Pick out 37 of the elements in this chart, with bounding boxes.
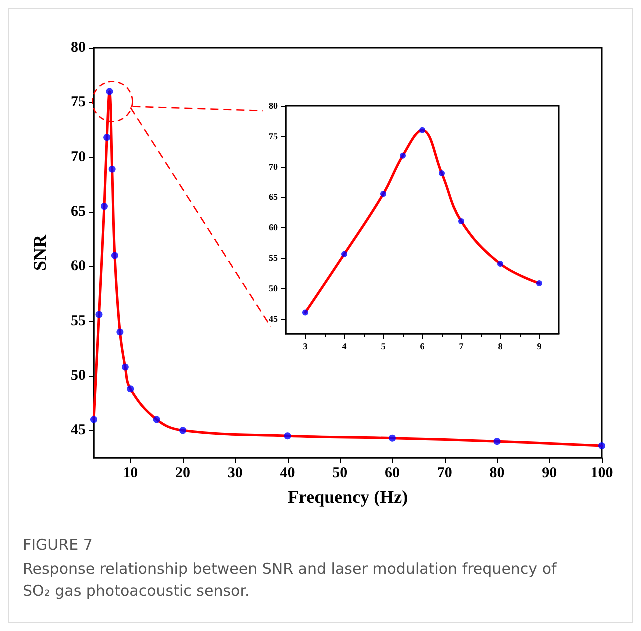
x-tick-label: 100 bbox=[590, 466, 614, 482]
y-tick-label: 70 bbox=[71, 149, 86, 166]
y-tick-label: 45 bbox=[71, 422, 86, 439]
x-tick-label: 3 bbox=[303, 342, 308, 352]
x-tick-label: 90 bbox=[542, 466, 558, 482]
y-tick-label: 80 bbox=[269, 101, 278, 111]
x-tick-label: 70 bbox=[437, 466, 452, 482]
y-tick-label: 70 bbox=[269, 162, 278, 172]
x-tick-label: 7 bbox=[459, 342, 464, 352]
text: Response relationship between SNR and laser modulation frequency of SO₂ gas photoacoustic sensor. bbox=[23, 559, 558, 602]
x-tick-label: 8 bbox=[498, 342, 504, 352]
y-tick-label: 65 bbox=[71, 204, 86, 220]
x-tick-label: 60 bbox=[385, 466, 400, 482]
x-tick-label: 10 bbox=[123, 466, 138, 482]
x-axis-title: Frequency (Hz) bbox=[288, 487, 408, 507]
y-axis-title: SNR bbox=[30, 234, 50, 272]
y-tick-label: 55 bbox=[269, 253, 278, 263]
x-tick-label: 5 bbox=[381, 342, 386, 352]
x-tick-label: 6 bbox=[420, 342, 426, 352]
y-tick-label: 60 bbox=[71, 258, 86, 275]
y-tick-label: 45 bbox=[269, 314, 278, 324]
x-tick-label: 9 bbox=[537, 342, 542, 352]
y-tick-label: 80 bbox=[71, 40, 86, 56]
y-tick-label: 75 bbox=[269, 131, 278, 142]
x-tick-label: 40 bbox=[280, 466, 296, 482]
y-tick-label: 60 bbox=[269, 222, 278, 233]
x-tick-label: 50 bbox=[332, 466, 348, 482]
y-tick-label: 65 bbox=[269, 192, 278, 202]
x-tick-label: 20 bbox=[176, 466, 191, 482]
y-tick-label: 55 bbox=[71, 313, 86, 330]
y-tick-label: 50 bbox=[71, 368, 86, 384]
y-tick-label: 75 bbox=[71, 94, 86, 111]
x-tick-label: 80 bbox=[490, 466, 505, 482]
caption: FIGURE 7 bbox=[23, 536, 94, 554]
y-tick-label: 50 bbox=[269, 283, 278, 294]
x-tick-label: 4 bbox=[342, 342, 348, 352]
x-tick-label: 30 bbox=[228, 466, 243, 482]
